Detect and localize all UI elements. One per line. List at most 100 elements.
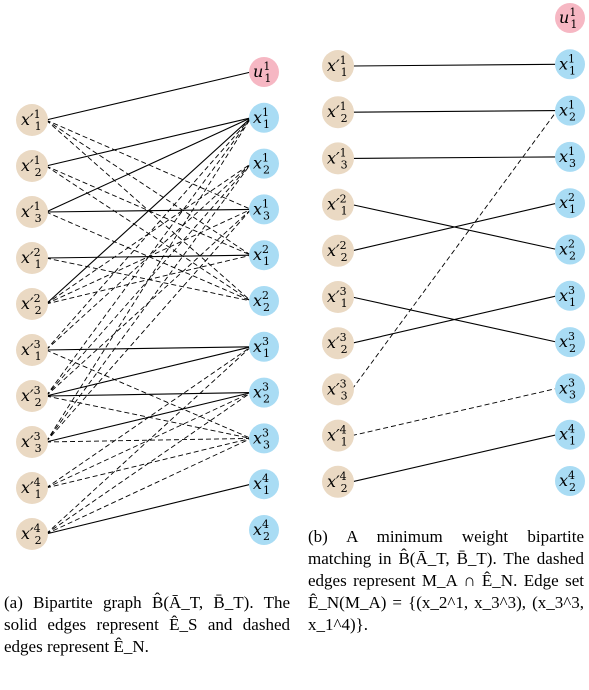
right-node [555, 141, 585, 172]
left-node [322, 188, 354, 221]
caption-b: (b) A minimum weight bipartite matching … [308, 527, 584, 634]
svg-text:x′41: x′4 1 [327, 424, 348, 449]
left-node [16, 472, 48, 504]
bipartite-figure: x′1 1 x′1 2 x′1 3 x′2 1 x′2 2 x′3 1 x′3 2 x′3 3 x′4 1 x′4 2… [16, 3, 585, 550]
solid-edge [351, 202, 558, 252]
svg-text:x11: x1 1 [559, 52, 576, 77]
left-node [16, 150, 48, 182]
svg-text:x′13: x′1 3 [327, 146, 348, 171]
left-node [16, 518, 48, 550]
svg-text:x42: x4 2 [253, 518, 270, 543]
right-node [249, 286, 279, 316]
svg-text:x′22: x′2 2 [327, 239, 348, 264]
svg-text:x′12: x′1 2 [21, 154, 42, 179]
svg-text:x′31: x′3 1 [327, 285, 348, 310]
dashed-edge [45, 211, 252, 302]
svg-text:x33: x3 3 [559, 376, 576, 401]
left-node [322, 96, 354, 129]
svg-text:x′21: x′2 1 [21, 246, 42, 271]
dashed-edge [45, 119, 252, 256]
solid-edge [351, 434, 558, 483]
solid-edge [351, 295, 558, 344]
dashed-edge [45, 117, 252, 397]
dashed-edge [45, 163, 252, 443]
left-node [16, 196, 48, 228]
left-node [16, 334, 48, 366]
dashed-edge [45, 209, 252, 443]
svg-text:x′31: x′3 1 [21, 338, 42, 363]
right-node [555, 280, 585, 311]
right-node [249, 469, 279, 500]
right-node [249, 377, 279, 408]
svg-text:x32: x3 2 [253, 381, 270, 406]
right-node [555, 234, 585, 265]
svg-text:x′33: x′3 3 [327, 377, 348, 402]
svg-text:u11: u1 1 [559, 6, 577, 31]
svg-text:x′12: x′1 2 [327, 100, 348, 125]
solid-edge [45, 483, 252, 535]
right-node [555, 466, 585, 496]
left-node [322, 373, 354, 406]
right-node [249, 194, 279, 225]
solid-edge [351, 156, 558, 159]
dashed-edge [45, 346, 252, 535]
dashed-edge [351, 387, 558, 437]
dashed-edge [45, 117, 252, 351]
svg-text:x′32: x′3 2 [327, 331, 348, 356]
svg-text:x13: x1 3 [559, 145, 576, 170]
dashed-edge [45, 392, 252, 535]
svg-text:u11: u1 1 [253, 60, 271, 85]
right-node [555, 419, 585, 450]
dashed-edge [45, 437, 252, 535]
right-node [249, 102, 279, 133]
dummy-node [249, 57, 279, 87]
dummy-node [555, 3, 585, 33]
svg-text:x′11: x′1 1 [327, 54, 348, 79]
left-node [322, 142, 354, 175]
dashed-edge [45, 346, 252, 489]
svg-text:x33: x3 3 [253, 426, 270, 451]
right-node [555, 95, 585, 126]
solid-edge [45, 71, 252, 121]
dashed-edge [45, 163, 252, 397]
svg-text:x′32: x′3 2 [21, 384, 42, 409]
svg-text:x21: x2 1 [253, 243, 270, 268]
svg-text:x′22: x′2 2 [21, 292, 42, 317]
svg-text:x′11: x′1 1 [21, 108, 42, 133]
right-node [249, 423, 279, 454]
svg-text:x12: x1 2 [253, 152, 270, 177]
solid-edge [351, 63, 558, 67]
solid-edge [45, 117, 252, 167]
left-node [322, 419, 354, 452]
dashed-edge [45, 349, 252, 439]
left-node [322, 465, 354, 498]
svg-text:x11: x1 1 [253, 106, 270, 131]
svg-text:x′42: x′4 2 [327, 470, 348, 495]
svg-text:x22: x2 2 [559, 238, 576, 263]
right-node [249, 240, 279, 271]
svg-text:x21: x2 1 [559, 191, 576, 216]
svg-text:x′42: x′4 2 [21, 522, 42, 547]
svg-text:x22: x2 2 [253, 289, 270, 314]
svg-text:x13: x1 3 [253, 197, 270, 222]
left-node [322, 50, 354, 82]
left-node [16, 380, 48, 412]
svg-text:x41: x4 1 [559, 423, 576, 448]
svg-text:x32: x3 2 [559, 330, 576, 355]
solid-edge [45, 117, 252, 213]
svg-text:x′21: x′2 1 [327, 193, 348, 218]
right-node [555, 188, 585, 219]
dashed-edge [45, 165, 252, 256]
solid-edge [351, 110, 558, 113]
right-node [555, 373, 585, 404]
left-node [322, 281, 354, 313]
dashed-edge [45, 119, 252, 210]
right-node [249, 331, 279, 362]
solid-edge [45, 346, 252, 351]
dashed-edge [351, 110, 558, 390]
right-node [249, 148, 279, 179]
svg-text:x31: x3 1 [559, 284, 576, 309]
dashed-edge [45, 437, 252, 443]
right-node [555, 327, 585, 358]
svg-text:x42: x4 2 [559, 469, 576, 494]
